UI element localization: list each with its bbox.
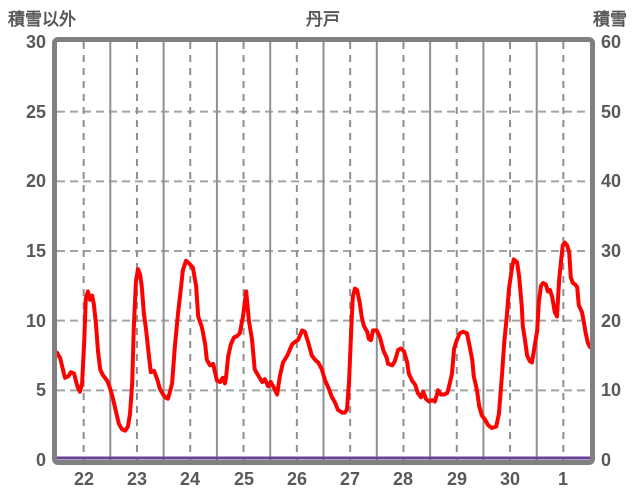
plot-frame [52,37,595,465]
left-axis-tick-label: 0 [35,450,46,470]
x-axis-tick-label: 22 [73,469,95,489]
right-axis-tick-label: 50 [601,102,622,122]
left-axis-tick-label: 5 [35,380,46,400]
x-axis-tick-label: 29 [446,469,468,489]
right-axis-tick-label: 40 [601,171,622,191]
right-axis-title: 積雪 [593,10,627,29]
x-axis-tick-label: 25 [233,469,255,489]
left-axis-tick-label: 20 [25,171,46,191]
x-axis-tick-label: 24 [179,469,201,489]
chart-title: 丹戸 [306,10,340,29]
x-axis-tick-label: 26 [286,469,308,489]
x-axis-tick-label: 23 [126,469,148,489]
left-axis-title: 積雪以外 [8,10,76,29]
right-axis-tick-label: 30 [601,241,622,261]
x-axis-tick-label: 27 [339,469,361,489]
x-axis-tick-label: 30 [499,469,521,489]
right-axis-tick-label: 10 [601,380,622,400]
x-axis-tick-label: 28 [392,469,414,489]
main-series-line [57,240,590,433]
left-axis-tick-label: 25 [25,102,46,122]
right-axis-tick-label: 20 [601,311,622,331]
x-axis-tick-label: 1 [557,469,569,489]
right-axis-tick-label: 0 [601,450,612,470]
chart-plot-area [57,42,590,460]
left-axis-tick-label: 30 [25,32,46,52]
left-axis-tick-label: 15 [25,241,46,261]
right-axis-tick-label: 60 [601,32,622,52]
left-axis-tick-label: 10 [25,311,46,331]
